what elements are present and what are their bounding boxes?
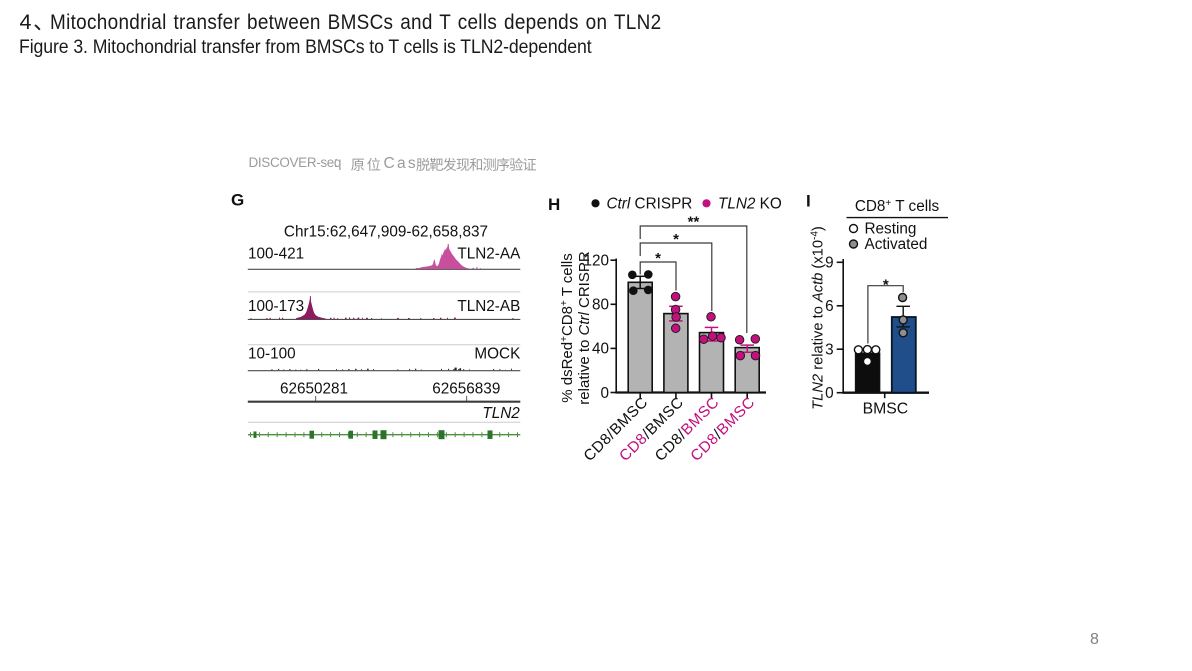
svg-text:9: 9 [825,255,834,272]
svg-text:Chr15:62,647,909-62,658,837: Chr15:62,647,909-62,658,837 [284,224,488,241]
svg-text:100-173: 100-173 [248,298,304,315]
svg-text:80: 80 [592,297,609,314]
svg-text:TLN2: TLN2 [482,405,520,422]
svg-text:0: 0 [600,385,609,402]
svg-text:3: 3 [825,342,834,359]
svg-text:% dsRed+CD8+ T cells: % dsRed+CD8+ T cells [559,253,576,403]
svg-text:MOCK: MOCK [474,346,521,363]
svg-text:Ctrl CRISPR: Ctrl CRISPR [607,196,693,213]
svg-text:0: 0 [825,385,834,402]
svg-text:TLN2-AA: TLN2-AA [457,245,521,262]
svg-text:TLN2-AB: TLN2-AB [457,298,520,315]
svg-text:62650281: 62650281 [280,380,348,397]
svg-text:10-100: 10-100 [248,346,296,363]
svg-text:CD8+ T cells: CD8+ T cells [855,198,940,215]
svg-text:TLN2 relative to Actb (x10-4): TLN2 relative to Actb (x10-4) [810,226,827,410]
svg-text:120: 120 [583,253,609,270]
svg-text:G: G [231,190,244,209]
svg-text:BMSC: BMSC [863,401,909,418]
svg-text:*: * [655,250,661,267]
svg-text:*: * [673,231,679,248]
svg-text:40: 40 [592,341,609,358]
svg-text:H: H [548,195,560,214]
svg-text:*: * [883,277,889,294]
svg-text:TLN2 KO: TLN2 KO [718,196,782,213]
svg-text:Activated: Activated [865,236,928,253]
svg-text:**: ** [688,213,700,230]
svg-text:6: 6 [825,298,834,315]
svg-text:Resting: Resting [865,221,917,238]
svg-text:I: I [806,191,811,210]
svg-text:62656839: 62656839 [432,380,500,397]
svg-text:100-421: 100-421 [248,245,304,262]
svg-text:relative to Ctrl CRISPR: relative to Ctrl CRISPR [576,251,593,405]
